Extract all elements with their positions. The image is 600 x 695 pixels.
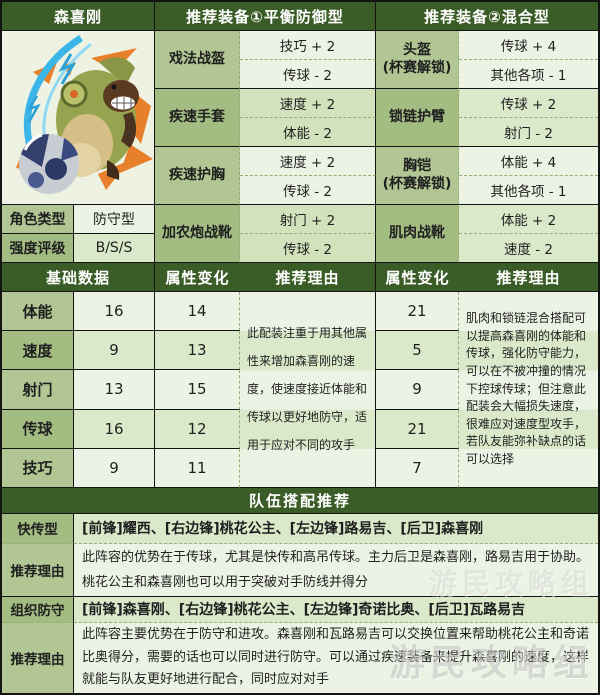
team-reason-label: 推荐理由 bbox=[2, 622, 74, 693]
stat-delta2: 5 bbox=[376, 331, 459, 371]
stats-header-row: 基础数据 属性变化 推荐理由 属性变化 推荐理由 bbox=[2, 263, 598, 292]
team-type-label: 快传型 bbox=[2, 513, 74, 544]
profile-value: B/S/S bbox=[74, 234, 155, 263]
team-lineup: [前锋]耀西、[右边锋]桃花公主、[左边锋]路易吉、[后卫]森喜刚 bbox=[74, 513, 598, 544]
stat-delta2: 21 bbox=[376, 292, 459, 332]
equip1-item-effect: 射门 + 2 bbox=[240, 205, 376, 234]
equip1-item-name: 戏法战盔 bbox=[155, 31, 240, 89]
reason1-header: 推荐理由 bbox=[240, 263, 376, 292]
equip1-reason: 此配装注重于用其他属性来增加森喜刚的速度，使速度接近体能和传球以更好地防守，适用… bbox=[240, 292, 376, 488]
reason2-header: 推荐理由 bbox=[459, 263, 598, 292]
stat-base: 16 bbox=[74, 292, 155, 332]
character-name-header: 森喜刚 bbox=[2, 2, 155, 31]
team-reason: 此阵容的优势在于传球，尤其是快传和高吊传球。主力后卫是森喜刚，路易吉用于协助。桃… bbox=[74, 543, 598, 597]
equip1-item-name: 疾速手套 bbox=[155, 89, 240, 147]
equip1-item-effect: 传球 - 2 bbox=[240, 176, 376, 205]
stat-label: 速度 bbox=[2, 331, 74, 371]
stat-base: 16 bbox=[74, 409, 155, 449]
soccer-ball bbox=[18, 133, 79, 194]
character-illustration bbox=[2, 31, 155, 205]
stat-delta2: 9 bbox=[376, 370, 459, 410]
stat-delta1: 13 bbox=[155, 331, 240, 371]
stat-base: 9 bbox=[74, 448, 155, 488]
stat-label: 技巧 bbox=[2, 448, 74, 488]
delta2-header: 属性变化 bbox=[376, 263, 459, 292]
equip2-item-name: 肌肉战靴 bbox=[376, 205, 459, 263]
equip2-item-effect: 速度 - 2 bbox=[459, 234, 598, 263]
equip2-item-effect: 体能 + 4 bbox=[459, 147, 598, 176]
equip2-reason: 肌肉和锁链混合搭配可以提高森喜刚的体能和传球，强化防守能力，可以在不被冲撞的情况… bbox=[459, 292, 598, 488]
stat-delta1: 14 bbox=[155, 292, 240, 332]
stat-delta1: 11 bbox=[155, 448, 240, 488]
equip2-item-effect: 其他各项 - 1 bbox=[459, 60, 598, 89]
delta1-header: 属性变化 bbox=[155, 263, 240, 292]
equip1-header: 推荐装备①平衡防御型 bbox=[155, 2, 376, 31]
team-header: 队伍搭配推荐 bbox=[2, 487, 598, 514]
top-section: 森喜刚 推荐装备①平衡防御型 推荐装备②混合型 bbox=[2, 2, 598, 263]
profile-label: 角色类型 bbox=[2, 205, 74, 234]
stat-delta2: 7 bbox=[376, 448, 459, 488]
team-section: 快传型 [前锋]耀西、[右边锋]桃花公主、[左边锋]路易吉、[后卫]森喜刚 推荐… bbox=[2, 513, 598, 693]
equip2-item-effect: 射门 - 2 bbox=[459, 118, 598, 147]
equip2-item-name: 锁链护臂 bbox=[376, 89, 459, 147]
stat-label: 体能 bbox=[2, 292, 74, 332]
stats-header: 基础数据 bbox=[2, 263, 155, 292]
profile-value: 防守型 bbox=[74, 205, 155, 234]
equip2-item-name: 头盔 (杯赛解锁) bbox=[376, 31, 459, 89]
stat-delta1: 12 bbox=[155, 409, 240, 449]
equip1-item-effect: 速度 + 2 bbox=[240, 147, 376, 176]
equip2-item-name: 胸铠 (杯赛解锁) bbox=[376, 147, 459, 205]
equip1-item-name: 疾速护胸 bbox=[155, 147, 240, 205]
team-lineup: [前锋]森喜刚、[右边锋]桃花公主、[左边锋]奇诺比奥、[后卫]瓦路易吉 bbox=[74, 596, 598, 623]
stat-base: 13 bbox=[74, 370, 155, 410]
stats-body: 体能 16 14 21 速度 9 13 5 射门 13 15 9 传球 16 1… bbox=[2, 292, 598, 488]
equip2-item-effect: 传球 + 4 bbox=[459, 31, 598, 60]
equip2-item-effect: 传球 + 2 bbox=[459, 89, 598, 118]
equip2-item-effect: 体能 + 2 bbox=[459, 205, 598, 234]
profile-label: 强度评级 bbox=[2, 234, 74, 263]
equip1-item-effect: 体能 - 2 bbox=[240, 118, 376, 147]
stat-base: 9 bbox=[74, 331, 155, 371]
equip1-item-effect: 传球 - 2 bbox=[240, 234, 376, 263]
equip2-item-effect: 其他各项 - 1 bbox=[459, 176, 598, 205]
character-body bbox=[55, 56, 139, 180]
equip1-item-effect: 速度 + 2 bbox=[240, 89, 376, 118]
stat-label: 射门 bbox=[2, 370, 74, 410]
team-reason-label: 推荐理由 bbox=[2, 543, 74, 597]
team-type-label: 组织防守 bbox=[2, 596, 74, 623]
stat-delta2: 21 bbox=[376, 409, 459, 449]
equip1-item-effect: 技巧 + 2 bbox=[240, 31, 376, 60]
equip1-item-name: 加农炮战靴 bbox=[155, 205, 240, 263]
equip1-item-effect: 传球 - 2 bbox=[240, 60, 376, 89]
team-reason: 此阵容主要优势在于防守和进攻。森喜刚和瓦路易吉可以交换位置来帮助桃花公主和奇诺比… bbox=[74, 622, 598, 693]
stat-delta1: 15 bbox=[155, 370, 240, 410]
stat-label: 传球 bbox=[2, 409, 74, 449]
character-art bbox=[2, 31, 154, 204]
equip2-header: 推荐装备②混合型 bbox=[376, 2, 598, 31]
